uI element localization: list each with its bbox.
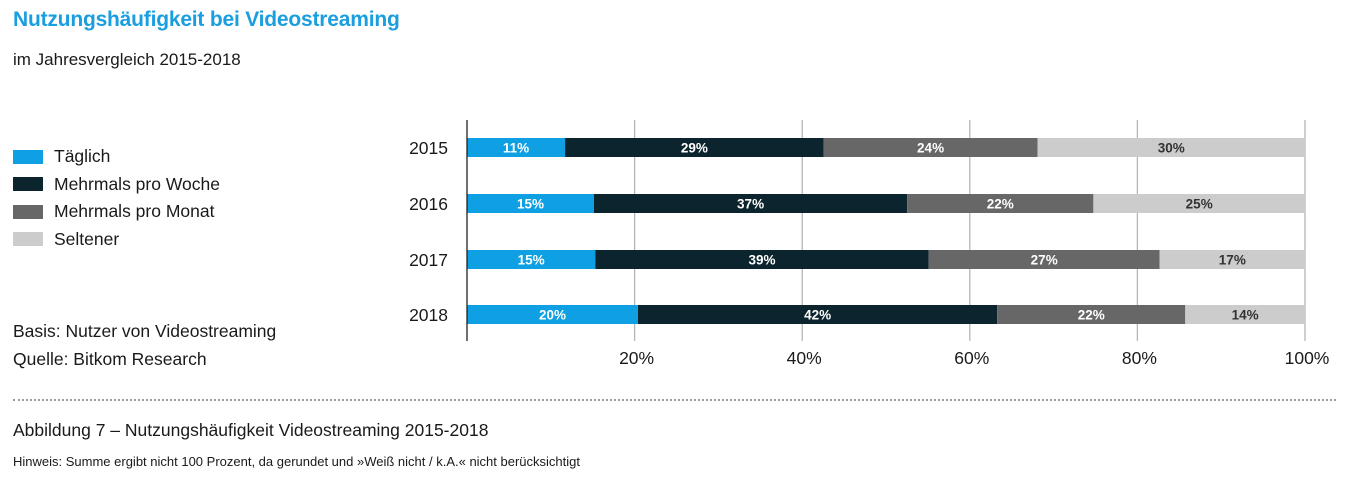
bar-segment — [593, 194, 908, 213]
chart-subtitle: im Jahresvergleich 2015-2018 — [13, 50, 241, 69]
bar-segment — [1159, 250, 1305, 269]
y-tick-label: 2015 — [409, 138, 448, 158]
data-label: 42% — [804, 308, 831, 323]
data-label: 20% — [539, 308, 566, 323]
bar-segment — [638, 305, 998, 324]
y-tick-label: 2017 — [409, 250, 448, 270]
basis-text: Basis: Nutzer von Videostreaming — [13, 321, 277, 341]
x-axis-labels: 20% 40% 60% 80% 100% — [619, 348, 1329, 368]
data-label: 14% — [1232, 308, 1259, 323]
legend-swatch — [13, 149, 43, 164]
bar-segment — [907, 194, 1094, 213]
stacked-bar-chart: 11% 29% 24% 30% 15% 37% 22% 25% 15% 39% 27% 17% 20% 4… — [409, 120, 1329, 368]
bars: 11% 29% 24% 30% 15% 37% 22% 25% 15% 39% 27% 17% 20% 4… — [467, 138, 1305, 324]
x-tick-label: 60% — [954, 348, 989, 368]
legend-swatch — [13, 232, 43, 247]
data-label: 11% — [503, 141, 529, 156]
data-label: 15% — [518, 253, 545, 268]
legend-label: Seltener — [54, 228, 120, 249]
source-text: Quelle: Bitkom Research — [13, 349, 207, 369]
y-tick-label: 2016 — [409, 194, 448, 214]
data-label: 39% — [748, 253, 775, 268]
bar-segment — [1093, 194, 1305, 213]
data-label: 15% — [517, 197, 544, 212]
legend-item-taeglich: Täglich — [13, 143, 220, 171]
x-tick-label: 80% — [1122, 348, 1157, 368]
bar-segment — [928, 250, 1160, 269]
x-tick-label: 100% — [1285, 348, 1330, 368]
legend-label: Mehrmals pro Woche — [54, 173, 220, 194]
bar-segment — [467, 250, 596, 269]
data-label: 24% — [917, 141, 944, 156]
figure-note: Hinweis: Summe ergibt nicht 100 Prozent,… — [13, 454, 580, 469]
chart-title: Nutzungshäufigkeit bei Videostreaming — [13, 8, 400, 31]
bar-segment — [823, 138, 1038, 157]
data-label: 29% — [681, 141, 708, 156]
data-label: 27% — [1031, 253, 1058, 268]
data-label: 25% — [1186, 197, 1213, 212]
figure-caption: Abbildung 7 – Nutzungshäufigkeit Videost… — [13, 420, 489, 440]
data-label: 22% — [987, 197, 1014, 212]
divider-dotted — [13, 399, 1336, 401]
x-tick-label: 40% — [787, 348, 822, 368]
legend-item-mehrmals-pro-woche: Mehrmals pro Woche — [13, 171, 220, 199]
bar-segment — [997, 305, 1186, 324]
legend-item-seltener: Seltener — [13, 226, 220, 254]
bar-segment — [565, 138, 824, 157]
legend: Täglich Mehrmals pro Woche Mehrmals pro … — [13, 143, 220, 253]
data-label: 37% — [737, 197, 764, 212]
bar-segment — [467, 138, 566, 157]
y-axis-labels: 2015 2016 2017 2018 — [409, 138, 448, 325]
chart-basis-source: Basis: Nutzer von Videostreaming Quelle:… — [13, 317, 276, 373]
bar-segment — [1037, 138, 1305, 157]
bar-segment — [467, 305, 639, 324]
bar-segment — [467, 194, 594, 213]
data-label: 22% — [1078, 308, 1105, 323]
legend-swatch — [13, 177, 43, 192]
legend-label: Mehrmals pro Monat — [54, 201, 215, 222]
bar-segment — [1185, 305, 1305, 324]
bar-segment — [595, 250, 929, 269]
legend-item-mehrmals-pro-monat: Mehrmals pro Monat — [13, 198, 220, 226]
legend-swatch — [13, 204, 43, 219]
y-tick-label: 2018 — [409, 305, 448, 325]
data-label: 30% — [1158, 141, 1185, 156]
legend-label: Täglich — [54, 146, 111, 167]
x-tick-label: 20% — [619, 348, 654, 368]
data-label: 17% — [1219, 253, 1246, 268]
